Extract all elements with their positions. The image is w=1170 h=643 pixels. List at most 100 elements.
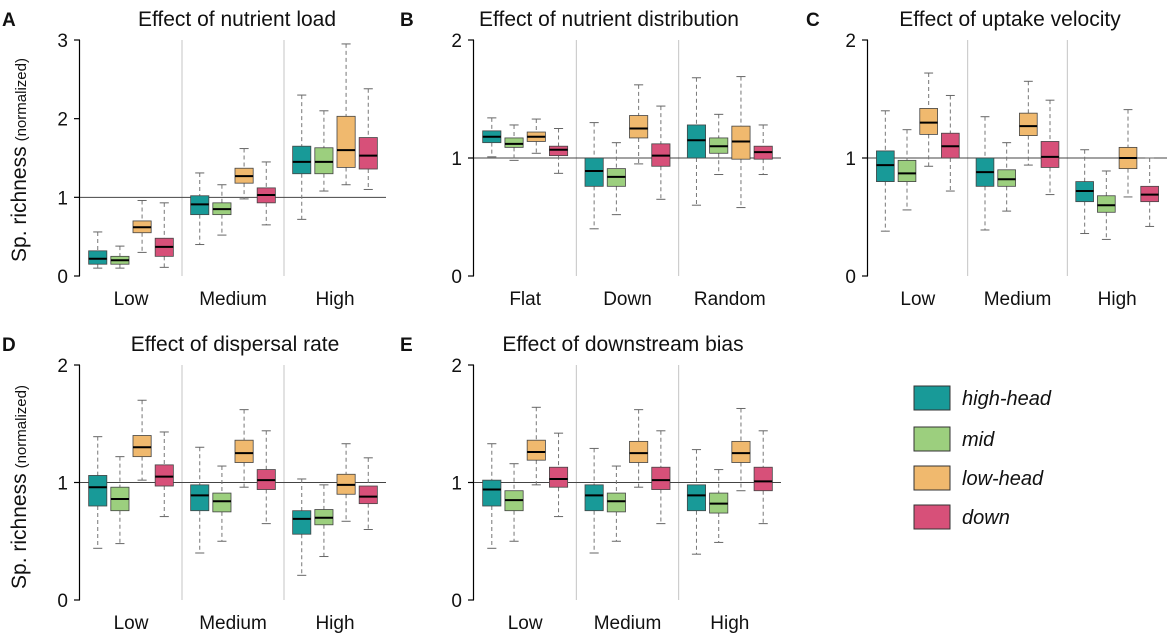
box-body <box>731 125 751 160</box>
box-high-head <box>686 77 706 206</box>
box-high-head <box>88 231 108 269</box>
y-tick-label: 2 <box>451 31 462 52</box>
box-low-head <box>731 76 751 209</box>
box-body <box>753 466 773 492</box>
box-mid <box>314 484 334 558</box>
legend-swatch-down <box>913 504 951 530</box>
box-low-head <box>1118 109 1138 198</box>
box-low-head <box>629 84 649 165</box>
box-down <box>549 432 569 518</box>
box-body <box>549 145 569 157</box>
box-low-head <box>132 399 152 481</box>
box-body <box>686 484 706 512</box>
box-body <box>314 147 334 175</box>
panel-letter: C <box>806 10 820 31</box>
box-body <box>584 157 604 187</box>
legend-item: high-head <box>913 385 1052 411</box>
panel-title: Effect of nutrient load <box>138 8 336 31</box>
box-high-head <box>190 446 210 554</box>
box-low-head <box>336 443 356 522</box>
box-body <box>482 479 502 507</box>
x-category-label: Down <box>603 289 652 310</box>
y-tick-label: 0 <box>451 591 462 612</box>
legend-item: mid <box>913 426 995 452</box>
box-body <box>154 464 174 487</box>
y-tick-label: 0 <box>451 267 462 288</box>
y-axis-label-main: Sp. richness <box>8 146 31 262</box>
box-low-head <box>731 407 751 492</box>
box-down <box>1040 99 1060 196</box>
panel-letter: E <box>400 335 413 356</box>
box-high-head <box>88 436 108 549</box>
box-down <box>154 202 174 268</box>
box-high-head <box>482 117 502 158</box>
box-body <box>584 484 604 512</box>
box-low-head <box>336 43 356 186</box>
box-high-head <box>975 116 995 231</box>
box-mid <box>606 465 626 542</box>
box-down <box>651 430 671 525</box>
legend-label: mid <box>962 429 995 451</box>
box-body <box>686 124 706 159</box>
box-mid <box>504 463 524 542</box>
x-category-label: Medium <box>594 613 662 634</box>
box-low-head <box>526 406 546 486</box>
box-high-head <box>482 443 502 549</box>
y-tick-label: 1 <box>451 474 462 495</box>
x-category-label: High <box>315 613 354 634</box>
box-body <box>731 440 751 463</box>
box-body <box>876 150 895 182</box>
box-high-head <box>584 447 604 554</box>
box-body <box>629 440 649 463</box>
box-body <box>897 159 917 183</box>
y-tick-label: 2 <box>57 110 68 131</box>
y-axis-label-bottom: Sp. richness (normalized) <box>8 385 31 589</box>
y-tick-label: 1 <box>57 188 68 209</box>
box-high-head <box>876 110 895 232</box>
box-high-head <box>190 172 210 246</box>
box-body <box>358 137 378 170</box>
panel-title: Effect of nutrient distribution <box>479 8 739 31</box>
y-axis-label-sub: (normalized) <box>13 58 30 141</box>
box-high-head <box>1075 149 1094 235</box>
box-down <box>549 128 569 174</box>
box-body <box>919 108 938 135</box>
y-tick-label: 2 <box>57 356 68 377</box>
panel-letter: B <box>400 10 414 31</box>
panel-c: C Effect of uptake velocity 0 1 2 Low Medium… <box>806 8 1167 310</box>
y-tick-label: 2 <box>451 356 462 377</box>
panel-b: B Effect of nutrient distribution 0 1 2 Fla… <box>400 8 781 310</box>
panel-d: D Effect of dispersal rate 0 1 2 Low Medium H… <box>2 333 386 634</box>
box-body <box>292 510 312 535</box>
box-down <box>753 124 773 176</box>
y-tick-label: 1 <box>451 149 462 170</box>
box-down <box>941 94 960 192</box>
box-body <box>88 475 108 507</box>
legend-label: high-head <box>962 388 1052 410</box>
panel-title: Effect of uptake velocity <box>899 8 1121 31</box>
box-body <box>629 115 649 139</box>
box-mid <box>606 142 626 216</box>
legend: high-head mid low-head down <box>913 385 1052 530</box>
plot-area: 0 1 2 Low Medium High <box>451 356 781 634</box>
box-body <box>88 250 108 265</box>
y-tick-label: 0 <box>57 267 68 288</box>
box-body <box>526 439 546 461</box>
box-mid <box>212 184 232 236</box>
y-axis-label-top: Sp. richness (normalized) <box>8 58 31 262</box>
y-tick-label: 0 <box>57 591 68 612</box>
legend-swatch-low-head <box>913 465 951 491</box>
x-category-label: High <box>710 613 749 634</box>
box-low-head <box>234 148 254 200</box>
box-down <box>256 430 276 525</box>
x-category-label: Medium <box>984 289 1052 310</box>
box-body <box>606 492 626 513</box>
x-category-label: Flat <box>509 289 541 310</box>
plot-area: 0 1 2 Low Medium High <box>57 356 386 634</box>
box-mid <box>709 469 729 543</box>
box-down <box>358 457 378 530</box>
y-tick-label: 1 <box>845 149 856 170</box>
y-axis-label-sub: (normalized) <box>13 385 30 468</box>
box-down <box>256 161 276 226</box>
